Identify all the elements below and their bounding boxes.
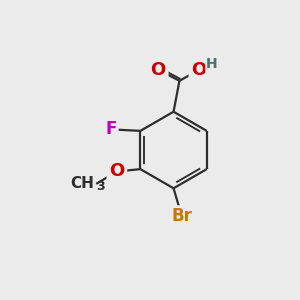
Text: O: O (109, 163, 124, 181)
Text: O: O (191, 61, 206, 79)
Text: Br: Br (171, 207, 192, 225)
Text: CH: CH (70, 176, 94, 191)
Text: O: O (151, 61, 166, 79)
Text: F: F (105, 120, 117, 138)
Text: H: H (206, 57, 218, 71)
Text: 3: 3 (96, 180, 104, 193)
